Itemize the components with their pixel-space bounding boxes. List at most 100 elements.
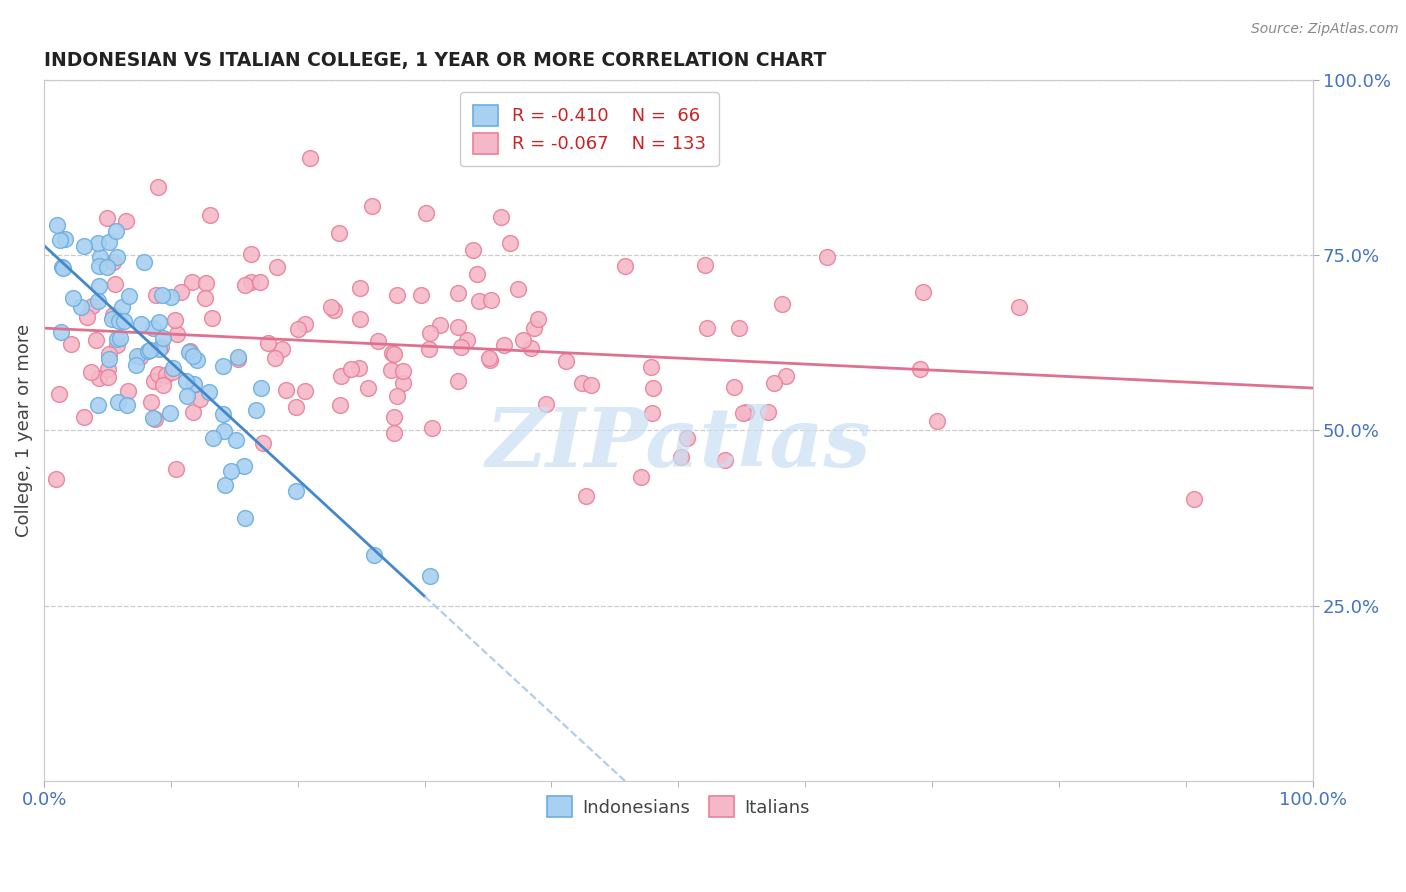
Point [141, 395, 163, 409]
Point [340, 362, 363, 376]
Point [166, 327, 188, 342]
Point [125, 358, 148, 372]
Point [62, 291, 84, 305]
Point [97, 347, 120, 361]
Point [148, 342, 170, 356]
Point [165, 462, 187, 476]
Point [117, 289, 139, 303]
Point [446, 375, 468, 389]
Point [233, 511, 256, 525]
Point [239, 246, 262, 260]
Point [183, 377, 205, 392]
Point [136, 343, 159, 358]
Point [159, 406, 181, 420]
Point [87, 398, 110, 412]
Point [329, 398, 352, 412]
Point [381, 346, 404, 360]
Point [89, 259, 111, 273]
Point [367, 334, 389, 348]
Point [527, 311, 550, 326]
Point [160, 290, 183, 304]
Point [59, 336, 82, 351]
Point [70, 300, 93, 314]
Point [411, 287, 433, 301]
Point [294, 317, 316, 331]
Point [271, 343, 294, 357]
Point [117, 398, 139, 412]
Point [382, 425, 405, 440]
Point [506, 283, 529, 297]
Point [385, 288, 408, 302]
Point [328, 226, 350, 240]
Point [142, 375, 165, 389]
Point [73, 238, 96, 252]
Point [176, 389, 198, 403]
Point [198, 385, 221, 400]
Point [927, 414, 949, 428]
Point [249, 381, 271, 395]
Point [489, 210, 512, 224]
Point [150, 287, 173, 301]
Point [142, 410, 165, 425]
Point [226, 351, 249, 366]
Point [499, 235, 522, 250]
Point [347, 361, 370, 376]
Point [80, 365, 103, 379]
Point [107, 395, 129, 409]
Point [756, 405, 779, 419]
Point [49, 233, 72, 247]
Point [908, 361, 931, 376]
Point [463, 243, 485, 257]
Point [676, 431, 699, 445]
Point [512, 333, 534, 347]
Point [456, 333, 478, 347]
Point [177, 345, 200, 359]
Point [467, 294, 489, 309]
Point [322, 302, 344, 317]
Point [419, 569, 441, 583]
Point [415, 205, 437, 219]
Point [574, 489, 596, 503]
Point [249, 275, 271, 289]
Point [298, 151, 321, 165]
Point [87, 371, 110, 385]
Point [733, 406, 755, 420]
Point [276, 384, 298, 398]
Point [815, 251, 838, 265]
Point [264, 351, 287, 366]
Point [101, 308, 124, 322]
Point [111, 300, 134, 314]
Point [176, 375, 198, 389]
Point [179, 343, 201, 358]
Point [478, 351, 501, 365]
Point [53, 231, 76, 245]
Point [239, 275, 262, 289]
Point [101, 311, 124, 326]
Point [104, 277, 127, 291]
Point [198, 208, 221, 222]
Point [96, 260, 118, 274]
Point [735, 405, 758, 419]
Point [418, 343, 440, 357]
Point [138, 343, 160, 358]
Point [728, 320, 751, 334]
Point [49, 326, 72, 340]
Point [294, 384, 316, 398]
Point [1007, 300, 1029, 314]
Text: Source: ZipAtlas.com: Source: ZipAtlas.com [1251, 22, 1399, 37]
Point [382, 347, 405, 361]
Point [349, 280, 371, 294]
Point [105, 337, 128, 351]
Point [429, 318, 451, 333]
Point [641, 406, 664, 420]
Point [266, 260, 288, 274]
Point [162, 365, 184, 379]
Point [105, 250, 128, 264]
Point [188, 392, 211, 406]
Point [911, 285, 934, 300]
Point [257, 335, 280, 350]
Point [467, 267, 489, 281]
Point [89, 250, 111, 264]
Point [447, 285, 470, 300]
Point [73, 409, 96, 424]
